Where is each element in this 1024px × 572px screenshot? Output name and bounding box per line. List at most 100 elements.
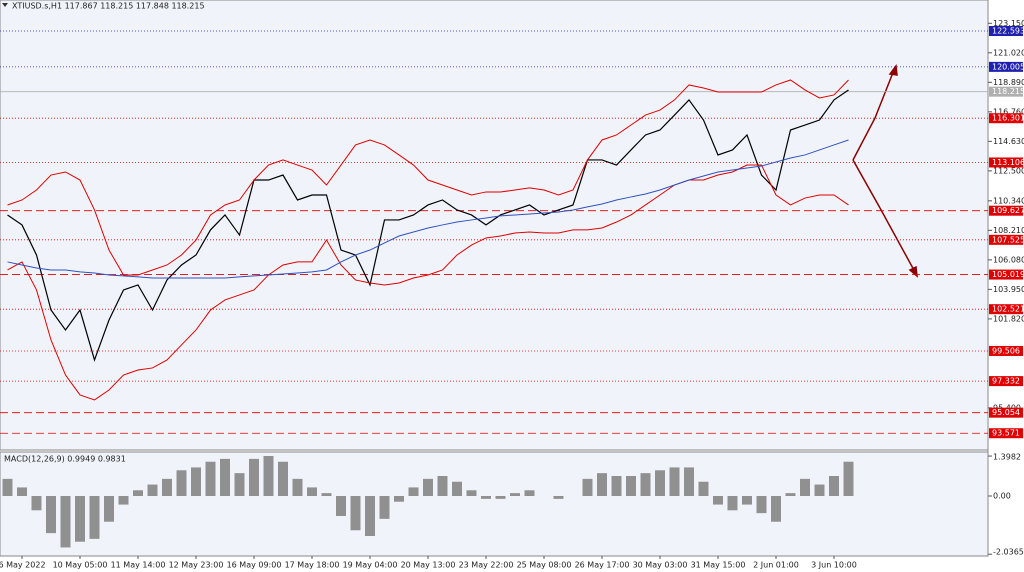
level-label: 105.019 (992, 270, 1024, 279)
level-label-bg (989, 428, 1023, 439)
y-tick-label: 112.500 (993, 166, 1024, 175)
macd-bar (60, 496, 71, 548)
macd-bar (611, 476, 622, 496)
macd-bar (510, 493, 520, 496)
x-tick-label: 17 May 18:00 (285, 561, 340, 570)
macd-bar (205, 461, 216, 496)
y-tick-label: 108.210 (993, 226, 1024, 235)
level-label: 113.106 (992, 158, 1024, 167)
level-label: 118.215 (992, 87, 1024, 96)
macd-bar (118, 496, 129, 505)
y-tick-label: 103.950 (993, 285, 1024, 294)
macd-bar (191, 467, 201, 496)
macd-bar (365, 496, 375, 536)
macd-bar (321, 493, 332, 496)
y-tick-label: 123.150 (993, 19, 1024, 28)
macd-tick-label: 1.3982 (993, 453, 1021, 462)
level-label-bg (989, 26, 1023, 37)
macd-bar (292, 478, 303, 496)
macd-bar (46, 496, 56, 534)
level-label: 107.525 (992, 235, 1024, 244)
series-line (7, 89, 849, 362)
x-tick-label: 11 May 14:00 (111, 561, 166, 570)
x-tick-label: 23 May 22:00 (459, 561, 514, 570)
macd-tick-label: 0.00 (993, 492, 1011, 501)
macd-bar (263, 456, 274, 496)
series-line (7, 139, 849, 279)
level-label-bg (989, 234, 1023, 245)
macd-bar (655, 470, 665, 496)
macd-bar (336, 496, 346, 516)
macd-bar (162, 478, 172, 496)
x-tick-label: 12 May 23:00 (169, 561, 224, 570)
level-label-bg (989, 345, 1023, 356)
macd-bar (147, 484, 158, 496)
x-tick-label: 6 May 2022 (0, 561, 46, 570)
macd-bar (75, 496, 85, 542)
macd-bar (553, 496, 564, 499)
macd-bar (785, 493, 796, 496)
macd-bar (394, 496, 404, 502)
x-tick-label: 20 May 13:00 (401, 561, 456, 570)
macd-bar (495, 496, 506, 499)
macd-bar (727, 496, 738, 511)
macd-bar (829, 476, 839, 496)
macd-bar (234, 473, 245, 496)
level-label: 120.005 (992, 62, 1024, 71)
macd-bar (814, 484, 825, 496)
macd-bar (684, 467, 694, 496)
macd-bar (800, 478, 810, 496)
macd-bar (756, 496, 767, 514)
level-label-bg (989, 205, 1023, 216)
x-tick-label: 3 Jun 10:00 (811, 561, 857, 570)
level-label: 102.521 (992, 305, 1024, 314)
x-tick-label: 16 May 09:00 (227, 561, 282, 570)
macd-bar (698, 481, 709, 496)
y-tick-label: 121.020 (993, 48, 1024, 57)
macd-tick-label: -2.0365 (993, 548, 1024, 557)
level-label-bg (989, 113, 1023, 124)
macd-bar (249, 458, 259, 496)
macd-bar (2, 478, 13, 496)
macd-bar (640, 473, 651, 496)
level-label: 93.571 (992, 429, 1020, 438)
macd-bar (423, 478, 433, 496)
level-label: 95.054 (992, 408, 1020, 417)
macd-bar (220, 458, 230, 496)
macd-bar (89, 496, 100, 539)
macd-bar (843, 461, 854, 496)
macd-bar (524, 490, 535, 496)
macd-bar (350, 496, 361, 531)
x-tick-label: 31 May 15:00 (691, 561, 746, 570)
macd-bar (104, 496, 114, 522)
level-label-bg (989, 376, 1023, 387)
macd-bar (278, 461, 288, 496)
x-tick-label: 25 May 08:00 (517, 561, 572, 570)
y-tick-label: 118.890 (993, 78, 1024, 87)
series-line (7, 79, 849, 276)
y-tick-label: 101.820 (993, 314, 1024, 323)
macd-bar (408, 487, 419, 496)
macd-bar (713, 496, 723, 505)
macd-bar (597, 473, 607, 496)
macd-bar (466, 490, 477, 496)
macd-bar (437, 476, 448, 496)
menu-icon (2, 3, 8, 7)
y-tick-label: 106.080 (993, 255, 1024, 264)
level-label-bg (989, 86, 1023, 97)
macd-label: MACD(12,26,9) 0.9949 0.9831 (4, 455, 126, 464)
macd-bar (31, 496, 42, 511)
macd-bar (17, 487, 27, 496)
y-tick-label: 116.760 (993, 107, 1024, 116)
level-label: 99.506 (992, 346, 1020, 355)
level-label: 109.627 (992, 206, 1024, 215)
x-tick-label: 26 May 17:00 (575, 561, 630, 570)
x-tick-label: 2 Jun 01:00 (753, 561, 799, 570)
macd-bar (742, 496, 752, 505)
price-pane (0, 0, 989, 451)
level-label-bg (989, 304, 1023, 315)
macd-bar (771, 496, 781, 522)
macd-bar (379, 496, 390, 519)
